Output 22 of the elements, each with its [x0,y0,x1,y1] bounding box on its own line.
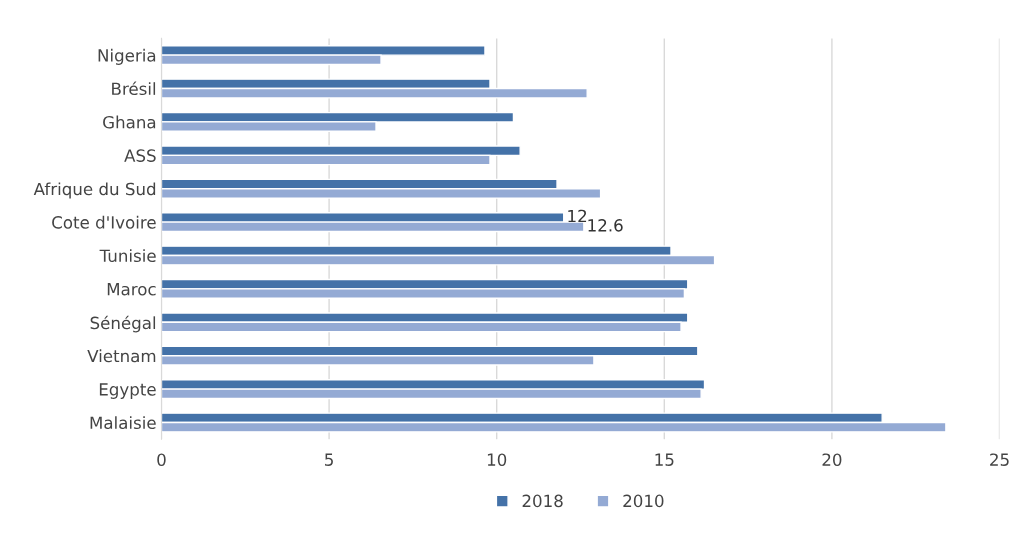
y-tick-label: Cote d'Ivoire [52,215,156,229]
x-tick-label: 25 [990,453,1009,466]
legend-label: 2018 [522,494,563,508]
legend-label: 2010 [623,494,664,508]
y-tick-label: Nigeria [98,48,156,65]
x-tick-label: 10 [487,453,507,466]
y-tick-label: Ghana [103,115,156,129]
data-label: 12.6 [588,219,623,232]
data-label: 12 [568,209,587,223]
x-tick-label: 15 [655,453,674,466]
y-tick-label: Maroc [107,283,156,296]
x-tick-label: 0 [157,453,166,466]
x-tick-label: 20 [822,453,842,466]
y-tick-label: Vietnam [87,349,156,363]
y-tick-label: Brésil [112,81,156,96]
x-tick-label: 5 [325,453,333,466]
y-tick-label: Egypte [99,383,156,399]
y-tick-label: Malaisie [90,416,156,430]
y-tick-label: Afrique du Sud [33,182,156,199]
y-tick-label: Tunisie [99,249,156,263]
y-tick-label: ASS [124,149,156,162]
y-tick-label: Sénégal [90,315,156,333]
